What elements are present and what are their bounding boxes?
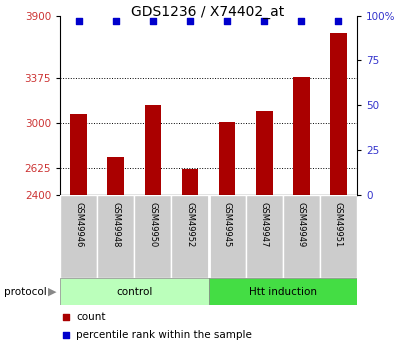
- Bar: [320, 195, 357, 278]
- Point: [112, 18, 119, 24]
- Text: GSM49949: GSM49949: [297, 201, 306, 247]
- Text: percentile rank within the sample: percentile rank within the sample: [76, 330, 252, 339]
- Text: GSM49952: GSM49952: [186, 201, 195, 247]
- Bar: [60, 278, 209, 305]
- Bar: [330, 33, 347, 195]
- Bar: [209, 195, 246, 278]
- Bar: [171, 195, 209, 278]
- Text: GSM49950: GSM49950: [149, 201, 157, 247]
- Bar: [97, 195, 134, 278]
- Point: [298, 18, 305, 24]
- Bar: [144, 105, 161, 195]
- Text: ▶: ▶: [48, 287, 56, 296]
- Text: control: control: [116, 287, 153, 296]
- Bar: [293, 77, 310, 195]
- Bar: [60, 195, 97, 278]
- Text: GSM49947: GSM49947: [260, 201, 269, 247]
- Bar: [182, 169, 198, 195]
- Point: [261, 18, 268, 24]
- Text: GDS1236 / X74402_at: GDS1236 / X74402_at: [131, 5, 284, 19]
- Point: [76, 18, 82, 24]
- Text: GSM49951: GSM49951: [334, 201, 343, 247]
- Bar: [71, 114, 87, 195]
- Text: GSM49946: GSM49946: [74, 201, 83, 247]
- Text: GSM49948: GSM49948: [111, 201, 120, 247]
- Text: count: count: [76, 312, 106, 322]
- Point: [187, 18, 193, 24]
- Bar: [283, 195, 320, 278]
- Point: [335, 18, 342, 24]
- Point: [149, 18, 156, 24]
- Bar: [209, 278, 357, 305]
- Bar: [107, 157, 124, 195]
- Bar: [219, 122, 235, 195]
- Point: [62, 314, 69, 319]
- Text: GSM49945: GSM49945: [222, 201, 232, 247]
- Bar: [256, 111, 273, 195]
- Bar: [246, 195, 283, 278]
- Point: [62, 332, 69, 337]
- Bar: [134, 195, 171, 278]
- Text: Htt induction: Htt induction: [249, 287, 317, 296]
- Point: [224, 18, 230, 24]
- Text: protocol: protocol: [4, 287, 47, 296]
